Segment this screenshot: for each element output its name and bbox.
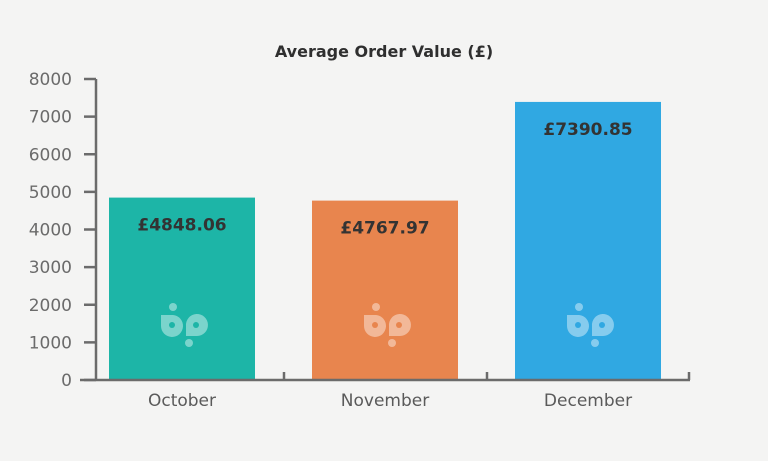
logo-eye [396,322,402,328]
y-tick-label: 6000 [29,145,72,165]
y-tick-label: 5000 [29,183,72,203]
logo-dot [169,303,177,311]
data-label: £4767.97 [340,219,429,239]
logo-dot [388,339,396,347]
logo-eye [599,322,605,328]
y-tick-label: 3000 [29,258,72,278]
data-label: £4848.06 [137,216,226,236]
logo-watermark-icon [364,303,411,347]
y-tick-label: 1000 [29,333,72,353]
bar-group: £7390.85 [515,101,661,381]
data-label: £7390.85 [543,120,632,140]
logo-eye [169,322,175,328]
chart-title: Average Order Value (£) [275,42,493,61]
y-tick-label: 4000 [29,221,72,241]
bar-group: £4848.06 [109,197,255,380]
y-tick-label: 0 [61,371,72,391]
bar-group: £4767.97 [312,200,458,380]
logo-dot [575,303,583,311]
logo-eye [575,322,581,328]
y-tick-label: 2000 [29,296,72,316]
bar [515,101,661,381]
x-tick-label: November [341,391,429,411]
logo-watermark-icon [567,303,614,347]
y-tick-label: 8000 [29,70,72,90]
y-tick-label: 7000 [29,108,72,128]
logo-eye [372,322,378,328]
logo-dot [591,339,599,347]
logo-watermark-icon [161,303,208,347]
bar [109,197,255,380]
bar [312,200,458,380]
logo-dot [185,339,193,347]
logo-eye [193,322,199,328]
x-tick-label: October [148,391,216,411]
x-tick-label: December [544,391,632,411]
logo-dot [372,303,380,311]
